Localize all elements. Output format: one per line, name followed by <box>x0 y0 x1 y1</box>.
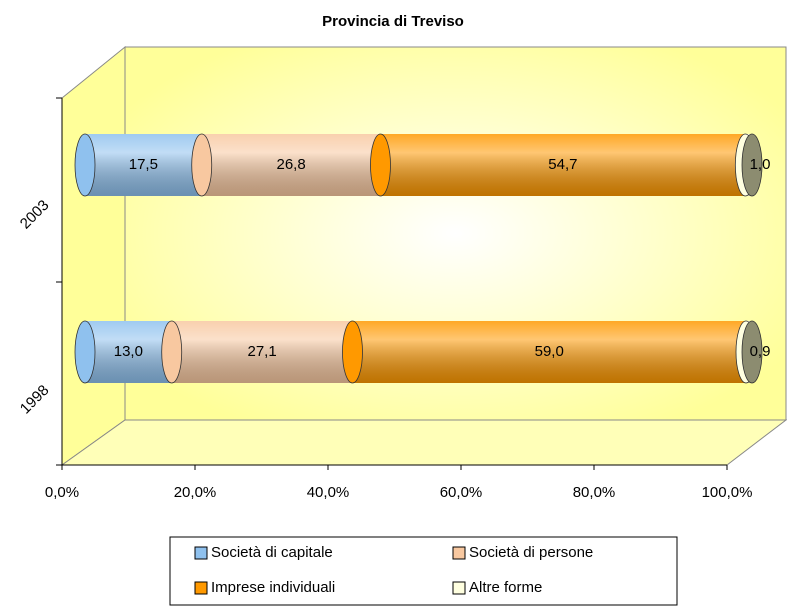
x-tick-label: 40,0% <box>307 484 350 501</box>
data-label: 17,5 <box>129 156 158 173</box>
legend-label: Imprese individuali <box>211 579 335 596</box>
bar-shading <box>85 134 202 196</box>
legend <box>169 536 678 606</box>
legend-swatch <box>194 546 208 560</box>
floor <box>60 419 787 466</box>
x-tick-label: 60,0% <box>440 484 483 501</box>
bar-end-cap <box>741 320 763 384</box>
x-tick-label: 80,0% <box>573 484 616 501</box>
bar-cap <box>370 133 391 197</box>
bar-cap <box>161 320 183 384</box>
bar-shading <box>85 321 172 383</box>
legend-swatch <box>194 581 208 595</box>
x-tick-label: 100,0% <box>702 484 753 501</box>
data-label: 0,9 <box>750 343 771 360</box>
legend-label: Altre forme <box>469 579 542 596</box>
bar-shading <box>201 134 381 196</box>
bar-cap <box>342 320 363 384</box>
data-label: 59,0 <box>535 343 564 360</box>
chart-title: Provincia di Treviso <box>322 13 464 30</box>
y-tick-label: 2003 <box>17 197 53 233</box>
data-label: 27,1 <box>247 343 276 360</box>
bar-cap <box>74 320 96 384</box>
bar-shading <box>352 321 746 383</box>
data-label: 26,8 <box>277 156 306 173</box>
data-label: 54,7 <box>548 156 577 173</box>
legend-swatch <box>452 546 466 560</box>
side-wall <box>61 45 126 466</box>
legend-swatch <box>452 581 466 595</box>
bar-cap <box>191 133 213 197</box>
x-tick-label: 0,0% <box>45 484 79 501</box>
data-label: 13,0 <box>114 343 143 360</box>
legend-label: Società di capitale <box>211 544 333 561</box>
x-tick-label: 20,0% <box>174 484 217 501</box>
bar-end-cap <box>741 133 763 197</box>
legend-label: Società di persone <box>469 544 593 561</box>
bar-cap <box>74 133 96 197</box>
bar-shading <box>171 321 353 383</box>
y-tick-label: 1998 <box>17 382 53 418</box>
bar-shading <box>380 134 746 196</box>
data-label: 1,0 <box>750 156 771 173</box>
